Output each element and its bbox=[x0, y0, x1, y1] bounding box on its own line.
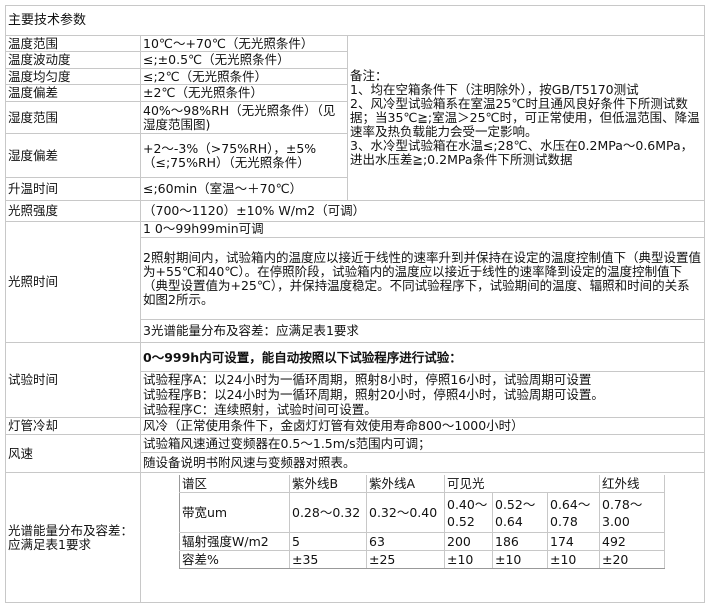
note-3: 3、水冷型试验箱在水温≤;28℃、水压在0.2MPa～0.6MPa，进出水压差≧… bbox=[350, 138, 694, 167]
spec-cell: 174 bbox=[547, 532, 600, 551]
program-a: 试验程序A：以24小时为一循环周期，照射8小时，停照16小时，试验周期可设置 bbox=[143, 371, 592, 387]
spec-cell: 0.78～3.00 bbox=[599, 492, 665, 533]
spec-cell: 5 bbox=[289, 532, 367, 551]
label-spectrum: 光谱能量分布及容差：应满足表1要求 bbox=[5, 472, 141, 603]
note-1: 1、均在空箱条件下（注明除外），按GB/T5170测试 bbox=[350, 82, 639, 97]
spec-cell: ±35 bbox=[289, 550, 367, 569]
program-b: 试验程序B：以24小时为一循环周期，照射20小时，停照4小时，试验周期可设置。 bbox=[143, 386, 604, 402]
label-temp-dev: 温度偏差 bbox=[5, 84, 141, 102]
light-time-cell: 1 0～99h99min可调 2照射期间内，试验箱内的温度应以接近于线性的速率升… bbox=[140, 221, 705, 343]
label-lamp-cooling: 灯管冷却 bbox=[5, 417, 141, 435]
spec-cell: 492 bbox=[599, 532, 665, 551]
program-c: 试验程序C：连续照射，试验时间可设置。 bbox=[143, 401, 377, 417]
label-temp-fluct: 温度波动度 bbox=[5, 51, 141, 69]
table-title: 主要技术参数 bbox=[5, 5, 705, 36]
spec-cell: 186 bbox=[492, 532, 548, 551]
value-temp-uniform: ≤;2℃（无光照条件） bbox=[140, 68, 348, 85]
spec-cell: ±20 bbox=[599, 550, 665, 569]
spec-cell: ±10 bbox=[444, 550, 493, 569]
spec-cell: 0.40～0.52 bbox=[444, 492, 493, 533]
label-test-time: 试验时间 bbox=[5, 342, 141, 418]
spec-tolerance-label: 容差% bbox=[179, 550, 290, 569]
spec-cell: 200 bbox=[444, 532, 493, 551]
spec-cell: 0.64～0.78 bbox=[547, 492, 600, 533]
light-time-item-1: 1 0～99h99min可调 bbox=[141, 222, 704, 238]
spec-header-visible: 可见光 bbox=[444, 475, 600, 493]
wind-speed-cell: 试验箱风速通过变频器在0.5～1.5m/s范围内可调； 随设备说明书附风速与变频… bbox=[140, 434, 705, 473]
label-wind-speed: 风速 bbox=[5, 434, 141, 473]
spec-cell: 0.32～0.40 bbox=[366, 492, 445, 533]
notes-cell: 备注： 1、均在空箱条件下（注明除外），按GB/T5170测试 2、风冷型试验箱… bbox=[347, 35, 705, 201]
label-temp-range: 温度范围 bbox=[5, 35, 141, 52]
spec-cell: ±10 bbox=[547, 550, 600, 569]
test-time-cell: 0～999h内可设置，能自动按照以下试验程序进行试验： 试验程序A：以24小时为… bbox=[140, 342, 705, 418]
spec-header-ir: 红外线 bbox=[599, 475, 665, 493]
spectrum-cell: 谱区 紫外线B 紫外线A 可见光 红外线 带宽um 0.28～0.32 0.32～0.40 0… bbox=[140, 472, 705, 603]
spec-cell: ±10 bbox=[492, 550, 548, 569]
value-light-intensity: （700～1120）±10% W/m2（可调） bbox=[140, 200, 705, 222]
test-time-heading: 0～999h内可设置，能自动按照以下试验程序进行试验： bbox=[141, 344, 704, 372]
value-lamp-cooling: 风冷（正常使用条件下，金卤灯灯管有效使用寿命800～1000小时） bbox=[140, 417, 705, 435]
spec-cell: 0.52～0.64 bbox=[492, 492, 548, 533]
label-temp-uniform: 温度均匀度 bbox=[5, 68, 141, 85]
light-time-item-2: 2照射期间内，试验箱内的温度应以接近于线性的速率升到并保持在设定的温度控制值下（… bbox=[141, 238, 704, 320]
note-2: 2、风冷型试验箱系在室温25℃时且通风良好条件下所测试数据；当35℃≧;室温＞2… bbox=[350, 96, 700, 139]
label-hum-dev: 湿度偏差 bbox=[5, 133, 141, 178]
spectrum-table: 谱区 紫外线B 紫外线A 可见光 红外线 带宽um 0.28～0.32 0.32～0.40 0… bbox=[179, 475, 665, 569]
value-heat-time: ≤;60min（室温～＋70℃） bbox=[140, 177, 348, 201]
notes-heading: 备注： bbox=[350, 68, 388, 83]
spec-header-uva: 紫外线A bbox=[366, 475, 445, 493]
label-hum-range: 湿度范围 bbox=[5, 101, 141, 134]
spec-irradiance-label: 辐射强度W/m2 bbox=[179, 532, 290, 551]
value-temp-fluct: ≤;±0.5℃（无光照条件） bbox=[140, 51, 348, 69]
spec-bandwidth-label: 带宽um bbox=[179, 492, 290, 533]
spec-header-uvb: 紫外线B bbox=[289, 475, 367, 493]
value-hum-dev: +2～-3%（>75%RH），±5%（≤;75%RH）（无光照条件） bbox=[140, 133, 348, 178]
value-temp-range: 10℃～+70℃（无光照条件） bbox=[140, 35, 348, 52]
spec-header-region: 谱区 bbox=[179, 475, 290, 493]
spec-cell: ±25 bbox=[366, 550, 445, 569]
spec-cell: 63 bbox=[366, 532, 445, 551]
wind-speed-item-1: 试验箱风速通过变频器在0.5～1.5m/s范围内可调； bbox=[141, 435, 704, 453]
spec-table: 主要技术参数 温度范围 10℃～+70℃（无光照条件） 备注： 1、均在空箱条件下… bbox=[5, 5, 705, 603]
value-temp-dev: ±2℃（无光照条件） bbox=[140, 84, 348, 102]
label-heat-time: 升温时间 bbox=[5, 177, 141, 201]
wind-speed-item-2: 随设备说明书附风速与变频器对照表。 bbox=[143, 455, 356, 470]
light-time-item-3: 3光谱能量分布及容差：应满足表1要求 bbox=[143, 323, 359, 338]
spec-cell: 0.28～0.32 bbox=[289, 492, 367, 533]
label-light-time: 光照时间 bbox=[5, 221, 141, 343]
value-hum-range: 40%～98%RH（无光照条件）（见湿度范围图) bbox=[140, 101, 348, 134]
label-light-intensity: 光照强度 bbox=[5, 200, 141, 222]
